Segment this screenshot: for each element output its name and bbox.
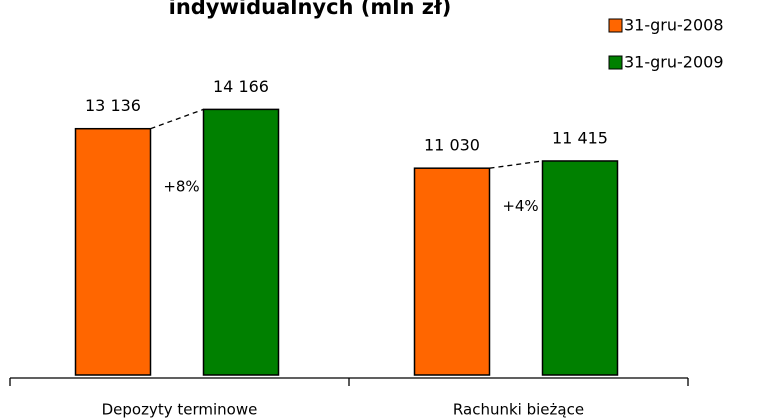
connector: [150, 108, 204, 130]
legend-label: 31-gru-2009: [624, 53, 724, 72]
legend-swatch: [608, 55, 623, 70]
connector: [489, 160, 543, 169]
legend-label: 31-gru-2008: [624, 16, 724, 35]
value-label: 11 030: [424, 136, 480, 155]
bar: [413, 167, 491, 376]
bar: [202, 108, 280, 376]
x-tick-label: Depozyty terminowe: [102, 401, 258, 419]
chart-title: indywidualnych (mln zł): [169, 0, 452, 19]
value-label: 11 415: [552, 128, 608, 147]
value-label: 14 166: [213, 77, 269, 96]
annotation: +8%: [163, 177, 199, 195]
legend-swatch: [608, 18, 623, 33]
bar: [74, 127, 152, 376]
x-tick-label: Rachunki bieżące: [453, 401, 584, 419]
bar: [541, 160, 619, 376]
value-label: 13 136: [85, 96, 141, 115]
annotation: +4%: [502, 197, 538, 215]
